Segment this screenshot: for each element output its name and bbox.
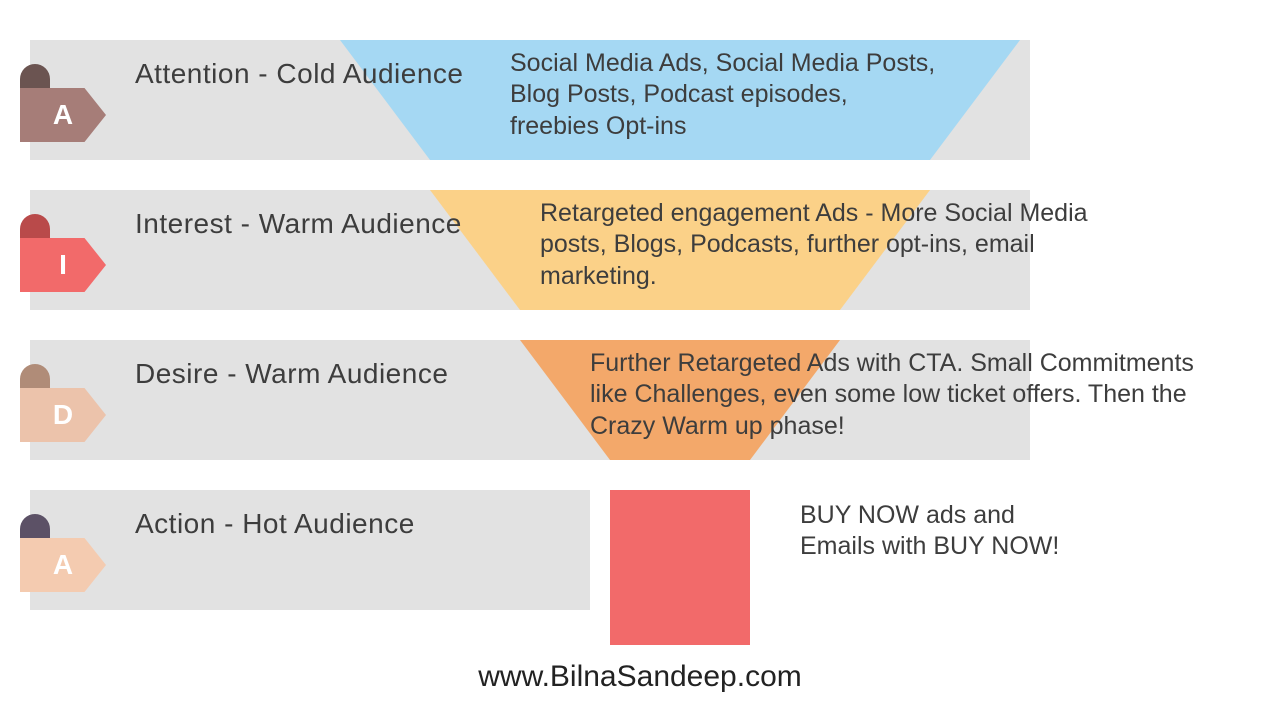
badge-letter-desire: D — [20, 388, 106, 442]
badge-action: A — [20, 538, 110, 598]
desc-attention: Social Media Ads, Social Media Posts, Bl… — [510, 48, 940, 142]
desc-action: BUY NOW ads and Emails with BUY NOW! — [800, 500, 1070, 563]
desc-desire: Further Retargeted Ads with CTA. Small C… — [590, 348, 1200, 442]
title-attention: Attention - Cold Audience — [135, 58, 485, 90]
badge-text: A — [53, 99, 73, 131]
badge-letter-action: A — [20, 538, 106, 592]
badge-letter-interest: I — [20, 238, 106, 292]
badge-letter-attention: A — [20, 88, 106, 142]
desc-interest: Retargeted engagement Ads - More Social … — [540, 198, 1120, 292]
title-action: Action - Hot Audience — [135, 508, 485, 540]
badge-attention: A — [20, 88, 110, 148]
badge-text: I — [59, 249, 67, 281]
badge-interest: I — [20, 238, 110, 298]
title-interest: Interest - Warm Audience — [135, 208, 485, 240]
footer-url: www.BilnaSandeep.com — [0, 660, 1280, 694]
badge-text: A — [53, 549, 73, 581]
title-desire: Desire - Warm Audience — [135, 358, 485, 390]
aida-funnel-infographic: A I D A Attention - Cold Audience Intere… — [0, 0, 1280, 720]
badge-desire: D — [20, 388, 110, 448]
badge-text: D — [53, 399, 73, 431]
